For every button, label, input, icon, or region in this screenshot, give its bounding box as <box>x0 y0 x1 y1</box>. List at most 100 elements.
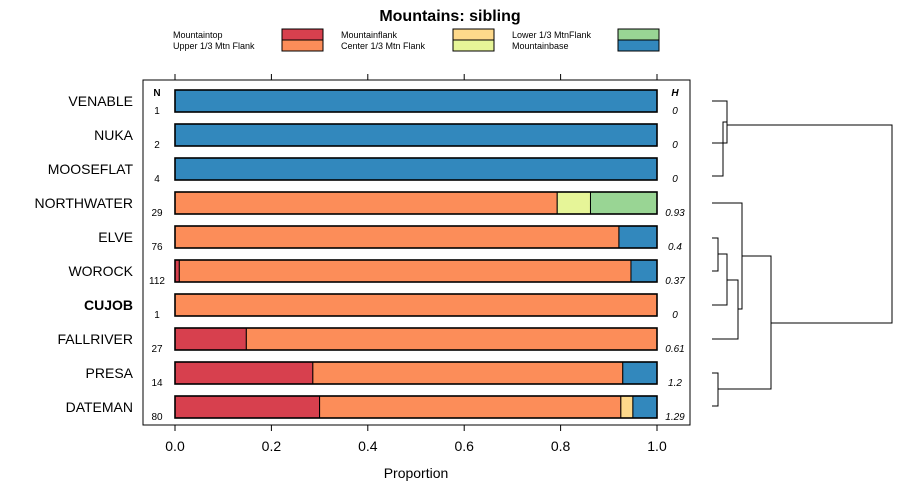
row-n-value: 76 <box>151 242 163 253</box>
x-tick-label: 0.4 <box>358 438 378 454</box>
bar-segment <box>174 89 658 113</box>
bar-segment <box>174 123 658 147</box>
bar-outline <box>174 225 658 249</box>
legend-swatch <box>617 39 660 52</box>
legend-swatch <box>617 28 660 41</box>
dendro-link <box>712 237 719 272</box>
chart-title: Mountains: sibling <box>379 8 520 25</box>
bar-segment <box>556 191 591 215</box>
legend-swatch <box>452 28 495 41</box>
bar-segment <box>174 225 620 249</box>
row-h-value: 1.2 <box>668 378 682 389</box>
row-n-value: 14 <box>151 378 163 389</box>
row-n-value: 2 <box>154 140 160 151</box>
row-label: NUKA <box>94 127 134 143</box>
row-label: PRESA <box>86 365 134 381</box>
legend-swatch <box>281 28 324 41</box>
bar-outline <box>174 157 658 181</box>
bar-row: MOOSEFLAT 4 0 <box>48 157 678 185</box>
row-h-value: 0 <box>672 106 678 117</box>
bar-segment <box>174 191 558 215</box>
bar-outline <box>174 191 658 215</box>
x-axis-label: Proportion <box>384 465 449 481</box>
bar-row: PRESA 14 1.2 <box>86 361 682 389</box>
row-n-value: 27 <box>151 344 163 355</box>
x-axis: 0.0 0.2 0.4 0.6 0.8 1.0 <box>165 74 667 454</box>
legend-label: Mountainbase <box>512 41 569 51</box>
bar-segment <box>618 225 658 249</box>
bar-outline <box>174 293 658 317</box>
row-h-value: 0.4 <box>668 242 682 253</box>
row-h-value: 0 <box>672 174 678 185</box>
bar-outline <box>174 361 658 385</box>
row-n-value: 4 <box>154 174 160 185</box>
plot-frame <box>142 79 691 426</box>
legend-label: Lower 1/3 MtnFlank <box>512 30 592 40</box>
bar-segment <box>174 327 247 351</box>
bar-outline <box>174 89 658 113</box>
row-n-value: 1 <box>154 310 160 321</box>
bar-row: NORTHWATER 29 0.93 <box>34 191 685 219</box>
row-n-value: 29 <box>151 208 163 219</box>
bar-rows: VENABLE 1 0 NUKA 2 0 MOOSEFLAT 4 0 NORTHWATER 29 0.… <box>34 89 685 423</box>
x-tick-label: 0.0 <box>165 438 185 454</box>
bar-outline <box>174 123 658 147</box>
row-h-value: 0 <box>672 140 678 151</box>
dendro-link <box>712 121 727 177</box>
row-h-value: 0.61 <box>665 344 684 355</box>
row-n-value: 1 <box>154 106 160 117</box>
legend-swatch <box>452 39 495 52</box>
bar-outline <box>174 259 658 283</box>
bar-segment <box>312 361 624 385</box>
dendro-link <box>718 255 772 390</box>
row-label: VENABLE <box>68 93 133 109</box>
n-header: N <box>153 88 160 99</box>
bar-segment <box>245 327 658 351</box>
dendrogram <box>712 100 893 407</box>
bar-segment <box>174 395 321 419</box>
row-label: FALLRIVER <box>58 331 133 347</box>
dendro-link <box>727 124 893 324</box>
row-label: DATEMAN <box>66 399 133 415</box>
row-label: ELVE <box>98 229 133 245</box>
bar-segment <box>630 259 658 283</box>
bar-segment <box>620 395 634 419</box>
dendro-link <box>712 372 719 407</box>
bar-row: WOROCK 112 0.37 <box>68 259 685 287</box>
x-tick-label: 1.0 <box>647 438 667 454</box>
legend-swatch <box>281 39 324 52</box>
x-tick-label: 0.2 <box>262 438 282 454</box>
legend-label: Upper 1/3 Mtn Flank <box>173 41 255 51</box>
bar-segment <box>589 191 658 215</box>
bar-segment <box>174 293 658 317</box>
bar-segment <box>174 361 314 385</box>
row-h-value: 0.93 <box>665 208 685 219</box>
bar-outline <box>174 327 658 351</box>
row-n-value: 112 <box>149 276 165 287</box>
bar-segment <box>178 259 632 283</box>
bar-segment <box>632 395 658 419</box>
legend-label: Mountaintop <box>173 30 223 40</box>
dendro-link <box>712 253 728 306</box>
row-h-value: 1.29 <box>665 412 685 423</box>
row-label: CUJOB <box>84 297 133 313</box>
bar-row: DATEMAN 80 1.29 <box>66 395 685 423</box>
bar-row: VENABLE 1 0 <box>68 89 678 117</box>
row-n-value: 80 <box>151 412 163 423</box>
row-h-value: 0.37 <box>665 276 685 287</box>
bar-row: ELVE 76 0.4 <box>98 225 682 253</box>
bar-row: NUKA 2 0 <box>94 123 678 151</box>
dendro-link <box>712 279 739 340</box>
x-tick-label: 0.8 <box>551 438 571 454</box>
row-label: NORTHWATER <box>34 195 133 211</box>
bar-segment <box>319 395 622 419</box>
bar-row: FALLRIVER 27 0.61 <box>58 327 685 355</box>
bar-segment <box>174 157 658 181</box>
bar-row: CUJOB 1 0 <box>84 293 678 321</box>
bar-segment <box>622 361 658 385</box>
row-h-value: 0 <box>672 310 678 321</box>
row-label: WOROCK <box>68 263 133 279</box>
row-label: MOOSEFLAT <box>48 161 134 177</box>
